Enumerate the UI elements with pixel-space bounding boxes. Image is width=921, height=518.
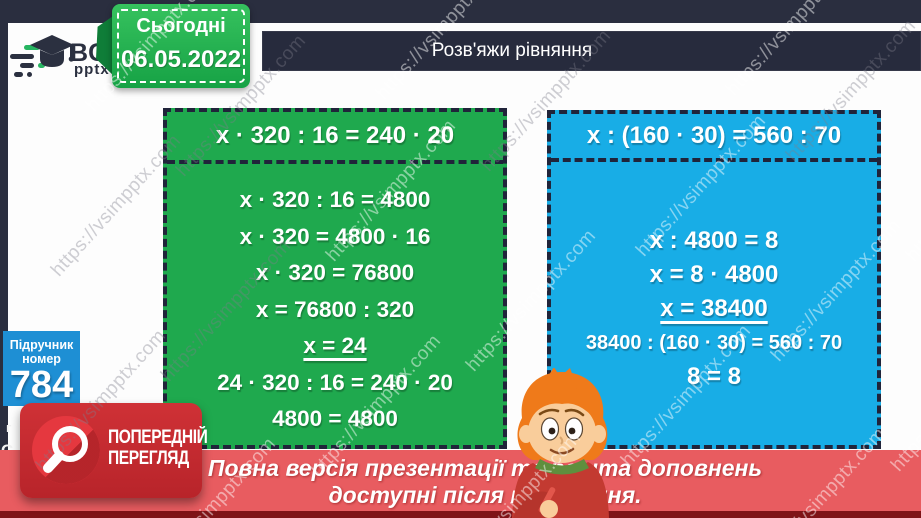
preview-stamp-line1: ПОПЕРЕДНІЙ (108, 427, 208, 448)
preview-stamp-line2: ПЕРЕГЛЯД (108, 448, 189, 469)
date-badge: Сьогодні 06.05.2022 (112, 4, 250, 88)
logo-speedline (10, 54, 34, 59)
textbook-number: 784 (9, 364, 74, 406)
purchase-banner-line1: Повна версія презентації та решта доповн… (207, 455, 763, 481)
boy-character-illustration (512, 368, 609, 518)
magnifier-icon-circle (32, 416, 100, 484)
equation-line: 8 = 8 (686, 363, 742, 390)
slide-title: Розв'яжи рівняння (431, 40, 593, 61)
date-badge-fold (96, 14, 116, 78)
graduation-cap-icon (30, 35, 74, 67)
equation-line: x = 24 (303, 333, 367, 358)
logo-speedline (27, 72, 32, 77)
equation-header-right: x : (160 · 30) = 560 : 70 (551, 114, 877, 162)
preview-stamp-text: ПОПЕРЕДНІЙ ПЕРЕГЛЯД (108, 427, 208, 469)
equation-header-left: x · 320 : 16 = 240 · 20 (167, 112, 503, 164)
textbook-badge: Підручник номер 784 (3, 331, 80, 406)
equation-line: 38400 : (160 · 30) = 560 : 70 (585, 332, 843, 354)
equation-line: x · 320 : 16 = 4800 (239, 187, 431, 212)
equation-line: x = 38400 (660, 295, 768, 322)
logo-speedline (14, 72, 23, 77)
equation-line: x : 4800 = 8 (649, 227, 779, 254)
purchase-banner: Повна версія презентації та решта доповн… (0, 450, 921, 511)
equation-line: x · 320 = 76800 (255, 260, 415, 285)
logo-speedline (38, 63, 45, 68)
equation-line: x · 320 = 4800 · 16 (239, 223, 431, 249)
equation-line: 24 · 320 : 16 = 240 · 20 (217, 369, 453, 395)
date-badge-label: Сьогодні (136, 15, 226, 37)
date-badge-date: 06.05.2022 (120, 46, 242, 73)
equation-line: x = 76800 : 320 (255, 296, 415, 322)
equation-steps-right: x : 4800 = 8 x = 8 · 4800 x = 38400 38400 :… (551, 162, 877, 394)
logo-product-text: pptx (74, 61, 110, 78)
preview-stamp: ПОПЕРЕДНІЙ ПЕРЕГЛЯД (20, 403, 208, 498)
textbook-label-line1: Підручник (9, 338, 74, 352)
edge-text-fragment: г (6, 420, 12, 435)
equation-line: 4800 = 4800 (272, 406, 398, 431)
equation-panel-left: x · 320 : 16 = 240 · 20 x · 320 : 16 = 4… (163, 108, 507, 449)
slide-title-bar: Розв'яжи рівняння (262, 31, 921, 71)
equation-steps-left: x · 320 : 16 = 4800 x · 320 = 4800 · 16 x … (167, 164, 503, 438)
magnifier-icon (43, 426, 88, 473)
textbook-label-line2: номер (22, 352, 61, 366)
bottom-border (0, 511, 921, 518)
equation-line: x = 8 · 4800 (649, 261, 779, 288)
logo-speedline (24, 45, 40, 50)
logo-speedline (20, 63, 34, 68)
